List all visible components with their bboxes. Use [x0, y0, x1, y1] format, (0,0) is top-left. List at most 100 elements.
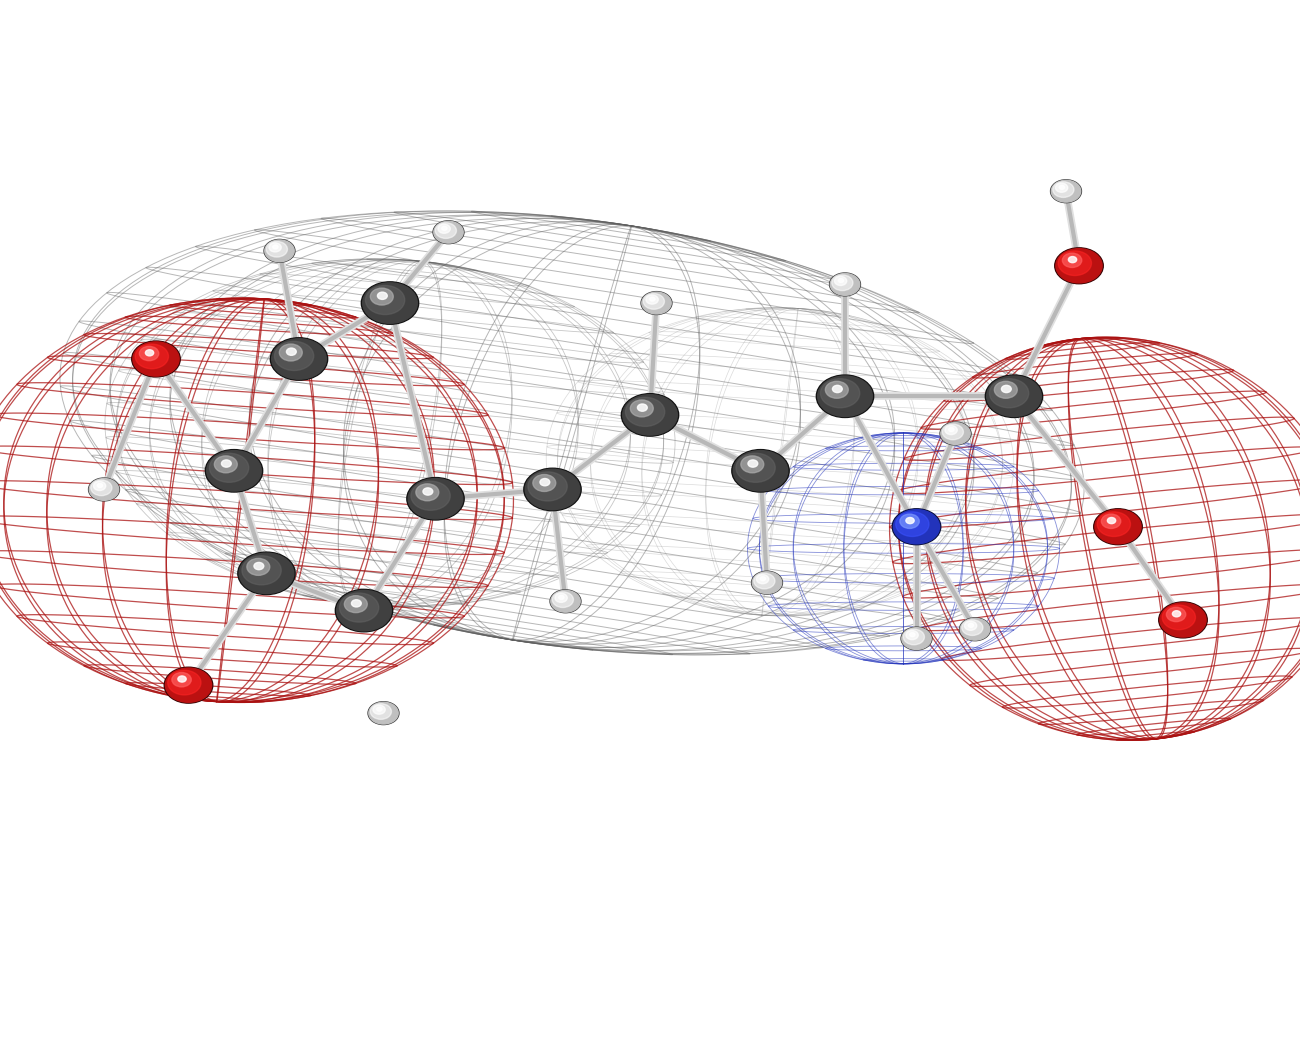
Circle shape [339, 593, 378, 623]
Circle shape [741, 456, 764, 473]
Circle shape [209, 453, 248, 482]
Circle shape [757, 574, 768, 584]
Circle shape [274, 342, 313, 371]
Text: Image ID: E9BBFY: Image ID: E9BBFY [910, 982, 1048, 997]
Circle shape [1101, 515, 1121, 528]
Circle shape [987, 376, 1041, 416]
Circle shape [965, 621, 976, 630]
Circle shape [528, 472, 567, 501]
Circle shape [1166, 607, 1186, 621]
Circle shape [139, 346, 159, 361]
Circle shape [994, 381, 1018, 398]
Circle shape [221, 460, 231, 467]
Circle shape [254, 563, 264, 570]
Circle shape [238, 552, 295, 594]
Circle shape [551, 590, 580, 612]
Circle shape [733, 451, 788, 492]
Circle shape [214, 456, 238, 473]
Circle shape [207, 451, 261, 492]
Circle shape [754, 573, 775, 589]
Circle shape [751, 571, 783, 594]
Circle shape [146, 350, 153, 356]
Circle shape [1160, 603, 1206, 637]
Circle shape [242, 555, 281, 585]
Circle shape [370, 703, 391, 719]
Circle shape [961, 618, 989, 640]
Circle shape [637, 403, 647, 411]
Circle shape [1001, 386, 1011, 393]
Circle shape [1093, 508, 1143, 545]
Circle shape [361, 282, 419, 324]
Circle shape [172, 673, 191, 686]
Circle shape [831, 274, 859, 296]
Circle shape [247, 559, 270, 575]
Circle shape [903, 629, 924, 645]
Circle shape [1173, 611, 1180, 617]
Circle shape [94, 481, 105, 490]
Circle shape [205, 450, 263, 492]
Circle shape [642, 292, 671, 314]
Circle shape [1095, 509, 1141, 544]
Circle shape [835, 277, 846, 285]
Circle shape [902, 628, 931, 650]
Circle shape [365, 285, 404, 314]
Circle shape [732, 450, 789, 492]
Circle shape [630, 400, 654, 417]
Circle shape [1056, 183, 1067, 192]
Circle shape [959, 618, 991, 640]
Circle shape [351, 599, 361, 607]
Circle shape [1058, 250, 1092, 276]
Circle shape [270, 337, 328, 380]
Circle shape [337, 590, 391, 631]
Circle shape [264, 239, 295, 262]
Circle shape [832, 275, 853, 290]
Circle shape [91, 480, 112, 496]
Circle shape [555, 593, 567, 603]
Circle shape [373, 705, 385, 715]
Circle shape [942, 424, 963, 440]
Circle shape [910, 633, 915, 636]
Circle shape [363, 283, 417, 323]
Circle shape [1108, 518, 1115, 524]
Circle shape [272, 339, 326, 379]
Circle shape [266, 241, 287, 257]
Circle shape [368, 702, 399, 724]
Circle shape [1054, 247, 1104, 284]
Circle shape [753, 572, 781, 593]
Circle shape [900, 515, 919, 528]
Circle shape [832, 386, 842, 393]
Circle shape [989, 378, 1028, 408]
Circle shape [940, 422, 971, 445]
Circle shape [906, 631, 918, 639]
Circle shape [280, 344, 303, 361]
Circle shape [422, 488, 433, 495]
Circle shape [135, 344, 169, 369]
Text: www.alamy.com: www.alamy.com [910, 1014, 1072, 1033]
Circle shape [641, 291, 672, 314]
Circle shape [625, 397, 664, 427]
Circle shape [164, 668, 213, 703]
Circle shape [416, 484, 439, 501]
Circle shape [736, 453, 775, 482]
Circle shape [377, 707, 382, 712]
Circle shape [133, 342, 179, 376]
Circle shape [1069, 257, 1076, 263]
Circle shape [273, 245, 278, 249]
Circle shape [88, 478, 120, 501]
Circle shape [962, 619, 983, 635]
Text: alamy: alamy [32, 990, 135, 1020]
Circle shape [644, 293, 664, 309]
Circle shape [433, 221, 464, 243]
Circle shape [1060, 185, 1065, 190]
Circle shape [760, 576, 766, 581]
Circle shape [411, 481, 450, 510]
Circle shape [370, 288, 394, 305]
Circle shape [344, 595, 368, 613]
Circle shape [98, 483, 103, 487]
Circle shape [893, 509, 940, 544]
Circle shape [286, 348, 296, 355]
Circle shape [524, 468, 581, 510]
Circle shape [1062, 254, 1082, 267]
Circle shape [434, 221, 463, 243]
Circle shape [525, 470, 580, 509]
